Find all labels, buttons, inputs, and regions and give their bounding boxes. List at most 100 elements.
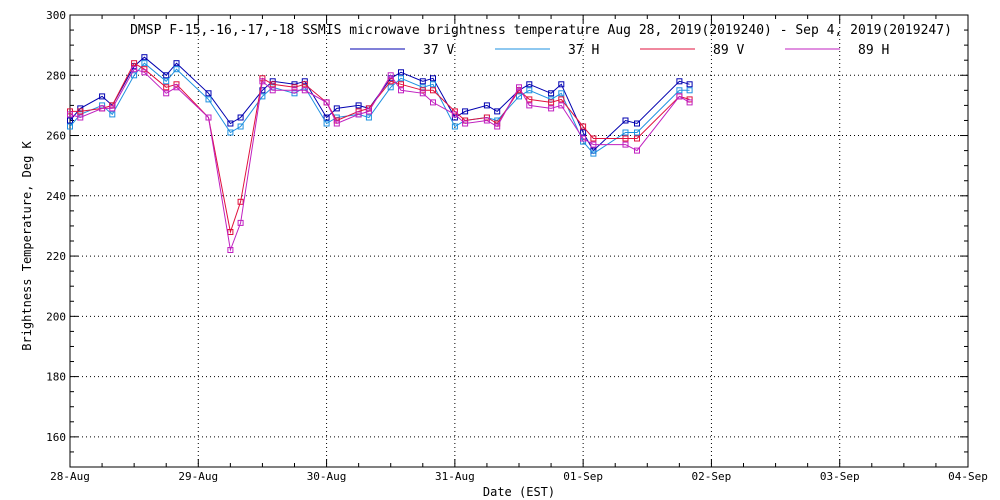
x-tick-label: 28-Aug	[50, 470, 90, 483]
y-tick-label: 240	[46, 190, 66, 203]
data-point-37-h	[558, 90, 565, 97]
data-point-37-h	[387, 84, 394, 91]
series-line-37-h	[69, 62, 690, 155]
data-point-37-v	[237, 114, 244, 121]
y-axis-label: Brightness Temperature, Deg K	[20, 140, 34, 350]
y-tick-label: 280	[46, 69, 66, 82]
data-point-37-v	[494, 108, 501, 115]
data-point-89-h	[291, 87, 298, 94]
data-point-89-h	[580, 135, 587, 142]
data-point-89-h	[590, 141, 597, 148]
data-point-89-h	[237, 219, 244, 226]
legend-item-89-h: 89 H	[785, 43, 889, 58]
legend-item-37-v: 37 V	[350, 43, 454, 58]
data-point-89-v	[237, 198, 244, 205]
y-tick-label: 200	[46, 310, 66, 323]
x-tick-labels: 28-Aug 29-Aug 30-Aug 31-Aug 01-Sep 02-Sep 03-S…	[50, 470, 988, 483]
data-point-37-v	[462, 108, 469, 115]
data-point-37-h	[398, 75, 404, 82]
data-point-89-h	[173, 84, 180, 91]
data-point-89-v	[387, 78, 394, 85]
x-axis-label: Date (EST)	[483, 485, 555, 499]
series-line-89-h	[69, 68, 690, 252]
data-point-37-v	[483, 102, 490, 109]
data-point-37-h	[451, 123, 458, 130]
y-tick-label: 180	[46, 371, 66, 384]
data-point-37-v	[323, 114, 330, 121]
data-point-89-v	[634, 135, 640, 142]
data-point-89-v	[558, 96, 565, 103]
data-point-89-h	[99, 105, 106, 112]
data-point-37-h	[227, 129, 234, 136]
x-tick-label: 02-Sep	[692, 470, 732, 483]
y-tick-label: 260	[46, 130, 66, 143]
data-point-89-h	[676, 93, 683, 100]
data-point-37-h	[634, 129, 640, 136]
y-tick-label: 220	[46, 250, 66, 263]
data-point-37-v	[355, 102, 362, 109]
data-point-37-v	[548, 90, 555, 97]
data-point-89-v	[430, 87, 436, 94]
legend-label-37-h: 37 H	[568, 43, 599, 58]
axis-ticks	[69, 14, 969, 468]
data-point-37-h	[237, 123, 244, 130]
data-point-89-v	[131, 60, 138, 67]
data-point-37-v	[580, 129, 587, 136]
data-point-89-h	[558, 102, 565, 109]
data-point-89-h	[398, 87, 404, 94]
legend-item-37-h: 37 H	[495, 43, 599, 58]
data-point-89-v	[77, 108, 84, 115]
data-point-37-h	[365, 114, 372, 121]
x-tick-label: 31-Aug	[435, 470, 475, 483]
data-point-89-v	[622, 135, 629, 142]
y-tick-label: 300	[46, 9, 66, 22]
data-point-37-h	[163, 78, 170, 85]
data-point-89-h	[526, 102, 533, 109]
data-point-37-v	[398, 69, 404, 76]
data-point-89-v	[526, 96, 533, 103]
data-point-37-h	[173, 66, 180, 73]
x-tick-label: 03-Sep	[820, 470, 860, 483]
data-point-37-h	[131, 72, 138, 79]
data-point-89-h	[259, 78, 266, 85]
data-point-37-h	[205, 96, 212, 103]
series-37-v	[67, 54, 693, 154]
x-tick-label: 01-Sep	[563, 470, 603, 483]
data-point-89-h	[77, 114, 84, 121]
data-point-89-h	[163, 90, 170, 97]
legend-label-89-v: 89 V	[713, 43, 744, 58]
data-point-89-h	[686, 99, 693, 106]
data-point-89-h	[494, 123, 501, 130]
data-point-37-v	[227, 120, 234, 127]
data-point-37-v	[173, 60, 180, 67]
data-point-89-h	[323, 99, 330, 106]
grid-lines	[70, 15, 968, 467]
data-point-89-h	[301, 87, 308, 94]
series-layer	[67, 54, 693, 253]
plot-area	[69, 14, 969, 468]
data-point-89-h	[634, 147, 640, 154]
data-point-37-h	[676, 87, 683, 94]
data-point-89-h	[548, 105, 555, 112]
data-point-89-h	[430, 99, 436, 106]
data-point-37-v	[163, 72, 170, 79]
data-point-89-v	[548, 99, 555, 106]
data-point-37-h	[622, 129, 629, 136]
data-point-37-v	[558, 81, 565, 88]
data-point-89-h	[622, 141, 629, 148]
data-point-37-h	[516, 93, 522, 100]
data-point-89-h	[483, 117, 490, 124]
data-point-37-h	[580, 138, 587, 145]
data-point-89-h	[462, 120, 469, 127]
series-89-h	[67, 66, 693, 253]
data-point-37-v	[634, 120, 640, 127]
data-point-89-h	[355, 111, 362, 118]
data-point-37-v	[141, 54, 148, 61]
data-point-37-v	[676, 78, 683, 85]
data-point-89-v	[301, 81, 308, 88]
data-point-89-h	[205, 114, 212, 121]
legend-item-89-v: 89 V	[640, 43, 744, 58]
data-point-89-h	[387, 72, 394, 79]
legend-label-89-h: 89 H	[858, 43, 889, 58]
data-point-37-v	[430, 75, 436, 82]
